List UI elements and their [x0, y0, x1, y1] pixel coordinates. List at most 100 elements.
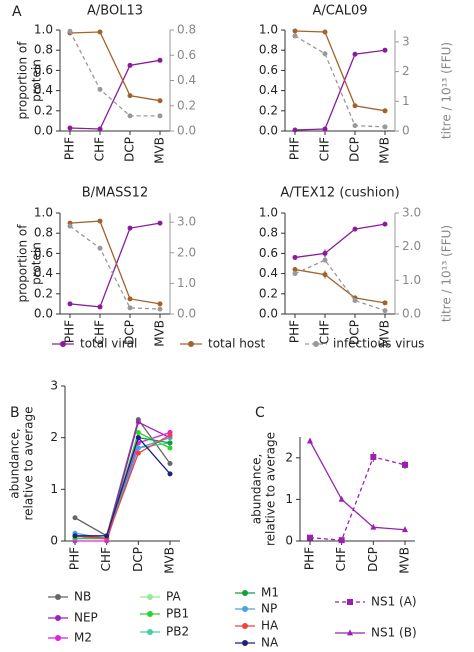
marker [322, 272, 328, 278]
marker [382, 308, 388, 314]
panel-label: B [10, 405, 20, 421]
y2-tick-label: 3.0 [402, 206, 421, 220]
series-line [69, 31, 161, 102]
y2-tick-label: 3 [402, 34, 410, 48]
y-axis-label: proportion of [16, 224, 30, 303]
marker [157, 113, 163, 119]
x-tick-label: PHF [63, 137, 77, 160]
legend-marker [242, 640, 248, 646]
series-line [69, 220, 161, 305]
marker [402, 526, 408, 533]
marker [127, 113, 133, 119]
x-tick-label: CHF [99, 547, 113, 571]
y-tick-label: 3 [50, 379, 58, 393]
marker [322, 51, 328, 57]
x-tick-label: PHF [288, 320, 302, 343]
y-tick-label: 0.8 [34, 43, 53, 57]
legend-marker [147, 611, 153, 617]
legend-marker [188, 341, 194, 347]
panel-label: A [12, 4, 22, 20]
y2-tick-label: 0.0 [402, 307, 421, 321]
y-tick-label: 0.6 [259, 246, 278, 260]
marker [292, 33, 298, 39]
legend-marker [347, 599, 353, 605]
x-tick-label: PHF [63, 320, 77, 343]
legend-marker [147, 594, 153, 600]
marker [338, 537, 345, 544]
y-tick-label: 1.0 [259, 206, 278, 220]
x-tick-label: DCP [131, 547, 145, 572]
y-tick-label: 0.8 [34, 226, 53, 240]
marker [97, 218, 103, 224]
series-line [69, 30, 160, 117]
marker [338, 495, 345, 502]
legend-label: PA [166, 590, 181, 604]
marker [292, 254, 298, 260]
y-tick-label: 0.0 [259, 124, 278, 138]
x-tick-label: PHF [68, 547, 82, 570]
series-line [309, 456, 406, 541]
marker [382, 300, 388, 306]
marker [135, 450, 141, 456]
y2-tick-label: 0.4 [177, 73, 196, 87]
y2-tick-label: 3.0 [177, 215, 196, 229]
series-line [74, 418, 171, 537]
y-tick-label: 0.6 [34, 246, 53, 260]
x-tick-label: DCP [123, 320, 137, 345]
legend-marker [55, 594, 61, 600]
chart-title: A/BOL13 [87, 4, 143, 19]
y-axis-label: relative to average [264, 432, 278, 546]
y-tick-label: 0.8 [259, 226, 278, 240]
y2-axis-label: titre / 10¹³ (FFU) [440, 225, 454, 322]
marker [167, 461, 173, 466]
legend-label: total host [208, 337, 265, 351]
x-tick-label: MVB [163, 547, 177, 574]
series-line [294, 30, 386, 112]
marker [67, 28, 73, 34]
marker [135, 430, 141, 435]
legend-marker [60, 341, 66, 347]
marker [97, 245, 103, 251]
y-tick-label: 0.4 [34, 266, 53, 280]
x-tick-label: MVB [378, 320, 392, 347]
legend-marker [242, 590, 248, 596]
legend-label: NB [74, 590, 91, 604]
marker [402, 461, 408, 468]
legend-label: NP [261, 602, 277, 616]
series-line [294, 223, 386, 259]
y-axis-label: proportion of [16, 41, 30, 120]
y2-tick-label: 2.0 [177, 245, 196, 259]
marker [157, 220, 163, 226]
marker [382, 221, 388, 227]
legend-label: NEP [74, 611, 98, 625]
marker [167, 440, 173, 446]
series-line [69, 222, 161, 308]
legend-marker [313, 341, 319, 347]
y-tick-label: 1 [285, 492, 293, 506]
series-line [294, 268, 386, 304]
y-axis-label: abundance, [8, 428, 22, 499]
y2-tick-label: 2.0 [402, 239, 421, 253]
y-tick-label: 1 [50, 482, 58, 496]
legend-label: PB1 [166, 607, 189, 621]
marker [167, 471, 173, 477]
marker [104, 533, 110, 539]
x-tick-label: DCP [366, 547, 380, 572]
x-tick-label: DCP [123, 137, 137, 162]
y2-axis-label: titre / 10¹³ (FFU) [440, 42, 454, 139]
marker [322, 257, 328, 263]
series-line [309, 440, 406, 531]
legend-label: NA [261, 636, 279, 650]
y-tick-label: 0.2 [34, 103, 53, 117]
legend-label: total viral [80, 337, 137, 351]
y-tick-label: 0.6 [259, 63, 278, 77]
y-tick-label: 0.2 [259, 286, 278, 300]
x-tick-label: MVB [153, 137, 167, 164]
legend-marker [55, 615, 61, 621]
marker [167, 432, 173, 438]
legend-marker [242, 623, 248, 629]
y-tick-label: 0 [285, 534, 293, 548]
y-tick-label: 1.0 [34, 206, 53, 220]
y-tick-label: 1.0 [34, 23, 53, 37]
panel-label: C [255, 405, 265, 421]
